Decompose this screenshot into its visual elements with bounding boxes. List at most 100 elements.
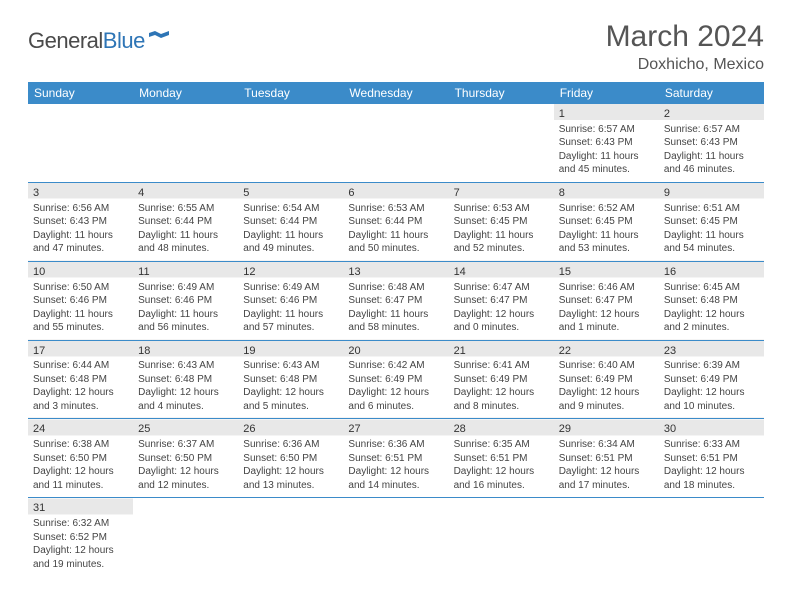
cell-daylight: Daylight: 11 hours and 56 minutes. <box>138 308 233 335</box>
cell-daylight: Daylight: 12 hours and 0 minutes. <box>454 308 549 335</box>
calendar-cell-empty <box>449 104 554 182</box>
calendar-thead: SundayMondayTuesdayWednesdayThursdayFrid… <box>28 82 764 104</box>
cell-sunrise: Sunrise: 6:55 AM <box>138 202 233 216</box>
day-number: 28 <box>454 422 549 437</box>
day-number: 26 <box>243 422 338 437</box>
cell-daylight: Daylight: 11 hours and 52 minutes. <box>454 229 549 256</box>
cell-daylight: Daylight: 11 hours and 57 minutes. <box>243 308 338 335</box>
cell-daylight: Daylight: 12 hours and 11 minutes. <box>33 465 128 492</box>
flag-icon <box>149 31 169 45</box>
cell-sunrise: Sunrise: 6:43 AM <box>138 359 233 373</box>
logo-word2: Blue <box>103 28 145 53</box>
logo: GeneralBlue <box>28 28 169 54</box>
logo-word1: General <box>28 28 103 53</box>
cell-sunset: Sunset: 6:44 PM <box>138 215 233 229</box>
day-number: 6 <box>348 186 443 201</box>
cell-daylight: Daylight: 12 hours and 19 minutes. <box>33 544 128 571</box>
cell-sunrise: Sunrise: 6:56 AM <box>33 202 128 216</box>
day-header: Wednesday <box>343 82 448 104</box>
day-number: 8 <box>559 186 654 201</box>
calendar-cell: 27Sunrise: 6:36 AMSunset: 6:51 PMDayligh… <box>343 419 448 498</box>
cell-daylight: Daylight: 12 hours and 4 minutes. <box>138 386 233 413</box>
calendar-cell: 3Sunrise: 6:56 AMSunset: 6:43 PMDaylight… <box>28 182 133 261</box>
day-number: 5 <box>243 186 338 201</box>
day-number: 13 <box>348 265 443 280</box>
day-number: 3 <box>33 186 128 201</box>
cell-sunrise: Sunrise: 6:36 AM <box>243 438 338 452</box>
day-number: 2 <box>664 107 759 122</box>
calendar-cell: 8Sunrise: 6:52 AMSunset: 6:45 PMDaylight… <box>554 182 659 261</box>
month-title: March 2024 <box>606 20 764 54</box>
cell-daylight: Daylight: 11 hours and 46 minutes. <box>664 150 759 177</box>
logo-text: GeneralBlue <box>28 28 145 54</box>
cell-daylight: Daylight: 11 hours and 54 minutes. <box>664 229 759 256</box>
calendar-cell: 22Sunrise: 6:40 AMSunset: 6:49 PMDayligh… <box>554 340 659 419</box>
cell-sunrise: Sunrise: 6:49 AM <box>138 281 233 295</box>
calendar-cell: 14Sunrise: 6:47 AMSunset: 6:47 PMDayligh… <box>449 261 554 340</box>
cell-sunset: Sunset: 6:47 PM <box>348 294 443 308</box>
cell-daylight: Daylight: 11 hours and 53 minutes. <box>559 229 654 256</box>
cell-sunrise: Sunrise: 6:39 AM <box>664 359 759 373</box>
calendar-cell: 25Sunrise: 6:37 AMSunset: 6:50 PMDayligh… <box>133 419 238 498</box>
calendar-cell-empty <box>659 498 764 576</box>
calendar-row: 1Sunrise: 6:57 AMSunset: 6:43 PMDaylight… <box>28 104 764 182</box>
calendar-body: 1Sunrise: 6:57 AMSunset: 6:43 PMDaylight… <box>28 104 764 576</box>
cell-sunset: Sunset: 6:48 PM <box>243 373 338 387</box>
cell-sunrise: Sunrise: 6:37 AM <box>138 438 233 452</box>
title-block: March 2024 Doxhicho, Mexico <box>606 20 764 74</box>
calendar-cell: 29Sunrise: 6:34 AMSunset: 6:51 PMDayligh… <box>554 419 659 498</box>
cell-sunrise: Sunrise: 6:57 AM <box>664 123 759 137</box>
day-header: Friday <box>554 82 659 104</box>
cell-sunrise: Sunrise: 6:34 AM <box>559 438 654 452</box>
cell-sunrise: Sunrise: 6:32 AM <box>33 517 128 531</box>
calendar-cell: 9Sunrise: 6:51 AMSunset: 6:45 PMDaylight… <box>659 182 764 261</box>
day-header: Monday <box>133 82 238 104</box>
calendar-cell: 2Sunrise: 6:57 AMSunset: 6:43 PMDaylight… <box>659 104 764 182</box>
calendar-row: 3Sunrise: 6:56 AMSunset: 6:43 PMDaylight… <box>28 182 764 261</box>
calendar-cell: 17Sunrise: 6:44 AMSunset: 6:48 PMDayligh… <box>28 340 133 419</box>
cell-sunset: Sunset: 6:47 PM <box>454 294 549 308</box>
calendar-row: 31Sunrise: 6:32 AMSunset: 6:52 PMDayligh… <box>28 498 764 576</box>
day-header-row: SundayMondayTuesdayWednesdayThursdayFrid… <box>28 82 764 104</box>
cell-sunrise: Sunrise: 6:48 AM <box>348 281 443 295</box>
cell-sunrise: Sunrise: 6:49 AM <box>243 281 338 295</box>
day-header: Saturday <box>659 82 764 104</box>
calendar-page: GeneralBlue March 2024 Doxhicho, Mexico … <box>0 0 792 596</box>
cell-sunset: Sunset: 6:46 PM <box>138 294 233 308</box>
cell-sunset: Sunset: 6:50 PM <box>138 452 233 466</box>
cell-sunset: Sunset: 6:49 PM <box>664 373 759 387</box>
calendar-cell: 20Sunrise: 6:42 AMSunset: 6:49 PMDayligh… <box>343 340 448 419</box>
day-header: Thursday <box>449 82 554 104</box>
cell-sunrise: Sunrise: 6:57 AM <box>559 123 654 137</box>
cell-daylight: Daylight: 12 hours and 14 minutes. <box>348 465 443 492</box>
cell-sunrise: Sunrise: 6:51 AM <box>664 202 759 216</box>
cell-sunrise: Sunrise: 6:45 AM <box>664 281 759 295</box>
cell-daylight: Daylight: 12 hours and 13 minutes. <box>243 465 338 492</box>
calendar-cell: 28Sunrise: 6:35 AMSunset: 6:51 PMDayligh… <box>449 419 554 498</box>
cell-sunset: Sunset: 6:43 PM <box>664 136 759 150</box>
cell-sunrise: Sunrise: 6:46 AM <box>559 281 654 295</box>
calendar-cell: 24Sunrise: 6:38 AMSunset: 6:50 PMDayligh… <box>28 419 133 498</box>
cell-sunrise: Sunrise: 6:41 AM <box>454 359 549 373</box>
calendar-cell: 11Sunrise: 6:49 AMSunset: 6:46 PMDayligh… <box>133 261 238 340</box>
day-number: 15 <box>559 265 654 280</box>
calendar-cell-empty <box>28 104 133 182</box>
cell-sunset: Sunset: 6:49 PM <box>559 373 654 387</box>
calendar-row: 24Sunrise: 6:38 AMSunset: 6:50 PMDayligh… <box>28 419 764 498</box>
day-number: 1 <box>559 107 654 122</box>
cell-sunrise: Sunrise: 6:52 AM <box>559 202 654 216</box>
calendar-row: 10Sunrise: 6:50 AMSunset: 6:46 PMDayligh… <box>28 261 764 340</box>
location: Doxhicho, Mexico <box>606 56 764 74</box>
cell-sunset: Sunset: 6:51 PM <box>348 452 443 466</box>
cell-daylight: Daylight: 12 hours and 3 minutes. <box>33 386 128 413</box>
cell-sunset: Sunset: 6:52 PM <box>33 531 128 545</box>
cell-daylight: Daylight: 11 hours and 50 minutes. <box>348 229 443 256</box>
cell-sunset: Sunset: 6:50 PM <box>243 452 338 466</box>
cell-sunset: Sunset: 6:51 PM <box>559 452 654 466</box>
day-number: 18 <box>138 344 233 359</box>
cell-sunset: Sunset: 6:48 PM <box>138 373 233 387</box>
cell-daylight: Daylight: 11 hours and 48 minutes. <box>138 229 233 256</box>
cell-sunrise: Sunrise: 6:50 AM <box>33 281 128 295</box>
calendar-table: SundayMondayTuesdayWednesdayThursdayFrid… <box>28 82 764 576</box>
day-number: 10 <box>33 265 128 280</box>
